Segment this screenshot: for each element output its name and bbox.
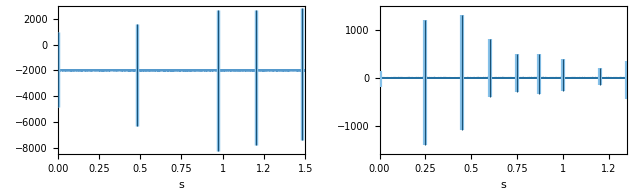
X-axis label: s: s xyxy=(500,180,506,190)
X-axis label: s: s xyxy=(179,180,184,190)
